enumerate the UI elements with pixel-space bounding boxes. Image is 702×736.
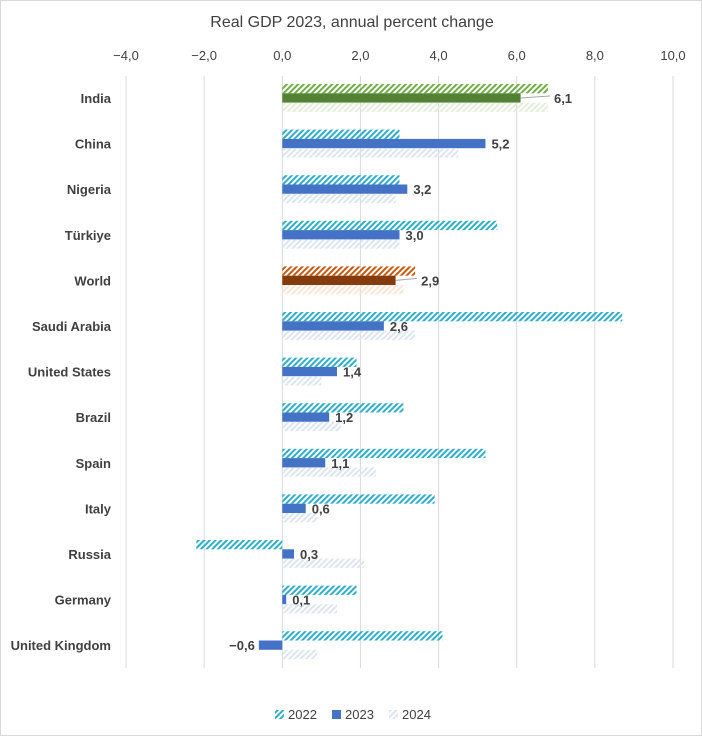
- bar-2022-türkiye: [282, 220, 498, 231]
- data-label: 3,2: [413, 182, 431, 197]
- data-label: 6,1: [554, 91, 572, 106]
- legend-label-2023: 2023: [345, 707, 374, 722]
- x-tick-label: 0,0: [273, 48, 291, 63]
- category-label: India: [81, 91, 112, 106]
- x-tick-label: 6,0: [508, 48, 526, 63]
- bar-2022-nigeria: [282, 175, 400, 185]
- data-label: 0,6: [312, 501, 330, 516]
- x-tick-label: 4,0: [430, 48, 448, 63]
- bar-2022-china: [282, 129, 400, 139]
- category-label: Italy: [85, 501, 112, 516]
- bar-2023-türkiye: [282, 230, 400, 240]
- category-label: Germany: [55, 593, 112, 608]
- bar-2022-italy: [282, 494, 435, 504]
- leader-line: [520, 95, 551, 99]
- legend-label-2022: 2022: [288, 707, 317, 722]
- category-label: Russia: [68, 547, 111, 562]
- bar-2023-germany: [282, 594, 287, 605]
- bar-2022-germany: [282, 585, 357, 595]
- x-tick-label: −2,0: [191, 48, 217, 63]
- legend-swatch-2022: [275, 710, 284, 719]
- data-label: 3,0: [406, 228, 424, 243]
- legend-swatch-2023: [332, 710, 341, 719]
- bar-2023-russia: [282, 549, 295, 559]
- data-label: 2,9: [421, 273, 439, 288]
- bar-2023-world: [282, 275, 396, 285]
- bar-2023-italy: [282, 503, 306, 513]
- bar-2023-brazil: [282, 412, 330, 422]
- legend-label-2024: 2024: [402, 707, 431, 722]
- bar-2024-nigeria: [282, 193, 396, 204]
- leader-line: [395, 277, 418, 281]
- bar-2022-india: [282, 84, 548, 94]
- category-label: World: [74, 273, 111, 288]
- category-label: Türkiye: [65, 228, 111, 243]
- legend-swatch-2024: [389, 710, 398, 719]
- data-label: 2,6: [390, 319, 408, 334]
- bar-2024-china: [282, 148, 459, 158]
- category-label: China: [75, 137, 112, 152]
- bar-2022-united-states: [282, 357, 357, 367]
- chart-title: Real GDP 2023, annual percent change: [210, 14, 494, 31]
- bar-2023-saudi-arabia: [282, 321, 384, 331]
- bar-2022-saudi-arabia: [282, 312, 623, 322]
- data-label: 1,1: [331, 456, 349, 471]
- x-tick-label: −4,0: [113, 48, 139, 63]
- bar-2024-united-states: [282, 376, 322, 386]
- x-tick-label: 2,0: [351, 48, 369, 63]
- bar-2024-brazil: [282, 421, 341, 432]
- bar-2024-world: [282, 285, 404, 295]
- category-label: United Kingdom: [11, 638, 111, 653]
- bar-2023-united-kingdom: [258, 640, 283, 650]
- data-label: −0,6: [229, 638, 255, 653]
- bar-2024-russia: [282, 558, 365, 568]
- bar-2023-china: [282, 138, 486, 149]
- bar-2024-germany: [282, 604, 337, 614]
- category-label: Brazil: [76, 410, 111, 425]
- bar-2024-india: [282, 102, 548, 112]
- category-label: Spain: [76, 456, 111, 471]
- data-label: 0,1: [292, 593, 310, 608]
- bar-2024-türkiye: [282, 239, 400, 249]
- bar-2022-world: [282, 266, 416, 276]
- bar-2022-spain: [282, 448, 486, 459]
- bar-2023-nigeria: [282, 184, 408, 194]
- bar-2024-italy: [282, 513, 318, 523]
- bar-2022-brazil: [282, 403, 404, 413]
- bar-2024-saudi-arabia: [282, 330, 416, 340]
- data-label: 1,4: [343, 365, 362, 380]
- data-label: 1,2: [335, 410, 353, 425]
- data-label: 0,3: [300, 547, 318, 562]
- bar-2023-india: [282, 93, 521, 103]
- category-label: United States: [28, 365, 111, 380]
- x-tick-label: 8,0: [586, 48, 604, 63]
- category-label: Nigeria: [67, 182, 112, 197]
- bar-2022-russia: [196, 540, 283, 550]
- bar-2024-united-kingdom: [282, 649, 318, 660]
- data-label: 5,2: [491, 137, 509, 152]
- bar-2023-united-states: [282, 366, 337, 377]
- x-tick-label: 10,0: [660, 48, 685, 63]
- bar-2023-spain: [282, 458, 326, 468]
- bar-2022-united-kingdom: [282, 631, 443, 641]
- category-label: Saudi Arabia: [32, 319, 112, 334]
- bar-2024-spain: [282, 467, 377, 477]
